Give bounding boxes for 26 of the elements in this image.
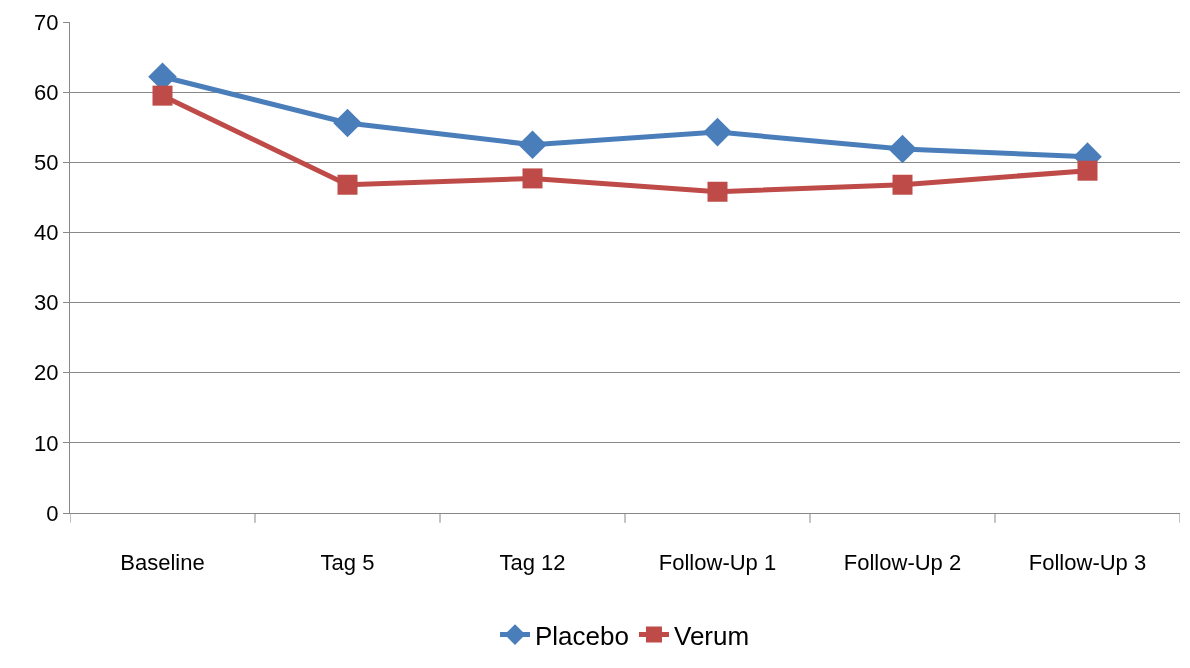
- point: [152, 85, 173, 106]
- y-tick-label: 50: [34, 149, 59, 175]
- y-tick-label: 20: [34, 360, 59, 386]
- legend-label: Verum: [673, 620, 750, 651]
- y-tick-label: 10: [34, 430, 59, 456]
- x-tick-label: Follow-Up 3: [1028, 550, 1147, 576]
- x-tick-label: Follow-Up 2: [843, 550, 962, 576]
- y-tick-label: 30: [34, 290, 59, 316]
- y-tick-label: 0: [46, 500, 59, 526]
- point: [333, 108, 362, 138]
- point: [703, 117, 732, 147]
- y-tick-label: 40: [34, 220, 59, 246]
- x-tick-label: Baseline: [120, 550, 205, 576]
- x-tick-label: Follow-Up 1: [658, 550, 777, 576]
- point: [522, 168, 543, 189]
- x-tick-label: Tag 12: [499, 550, 566, 576]
- x-tick-label: Tag 5: [320, 550, 375, 576]
- y-tick-label: 70: [34, 9, 59, 35]
- point: [1077, 160, 1098, 181]
- point: [892, 174, 913, 195]
- point: [707, 181, 728, 202]
- point: [337, 174, 358, 195]
- point: [888, 134, 917, 164]
- y-tick-label: 60: [34, 79, 59, 105]
- legend-label: Placebo: [535, 620, 629, 651]
- point: [518, 130, 547, 160]
